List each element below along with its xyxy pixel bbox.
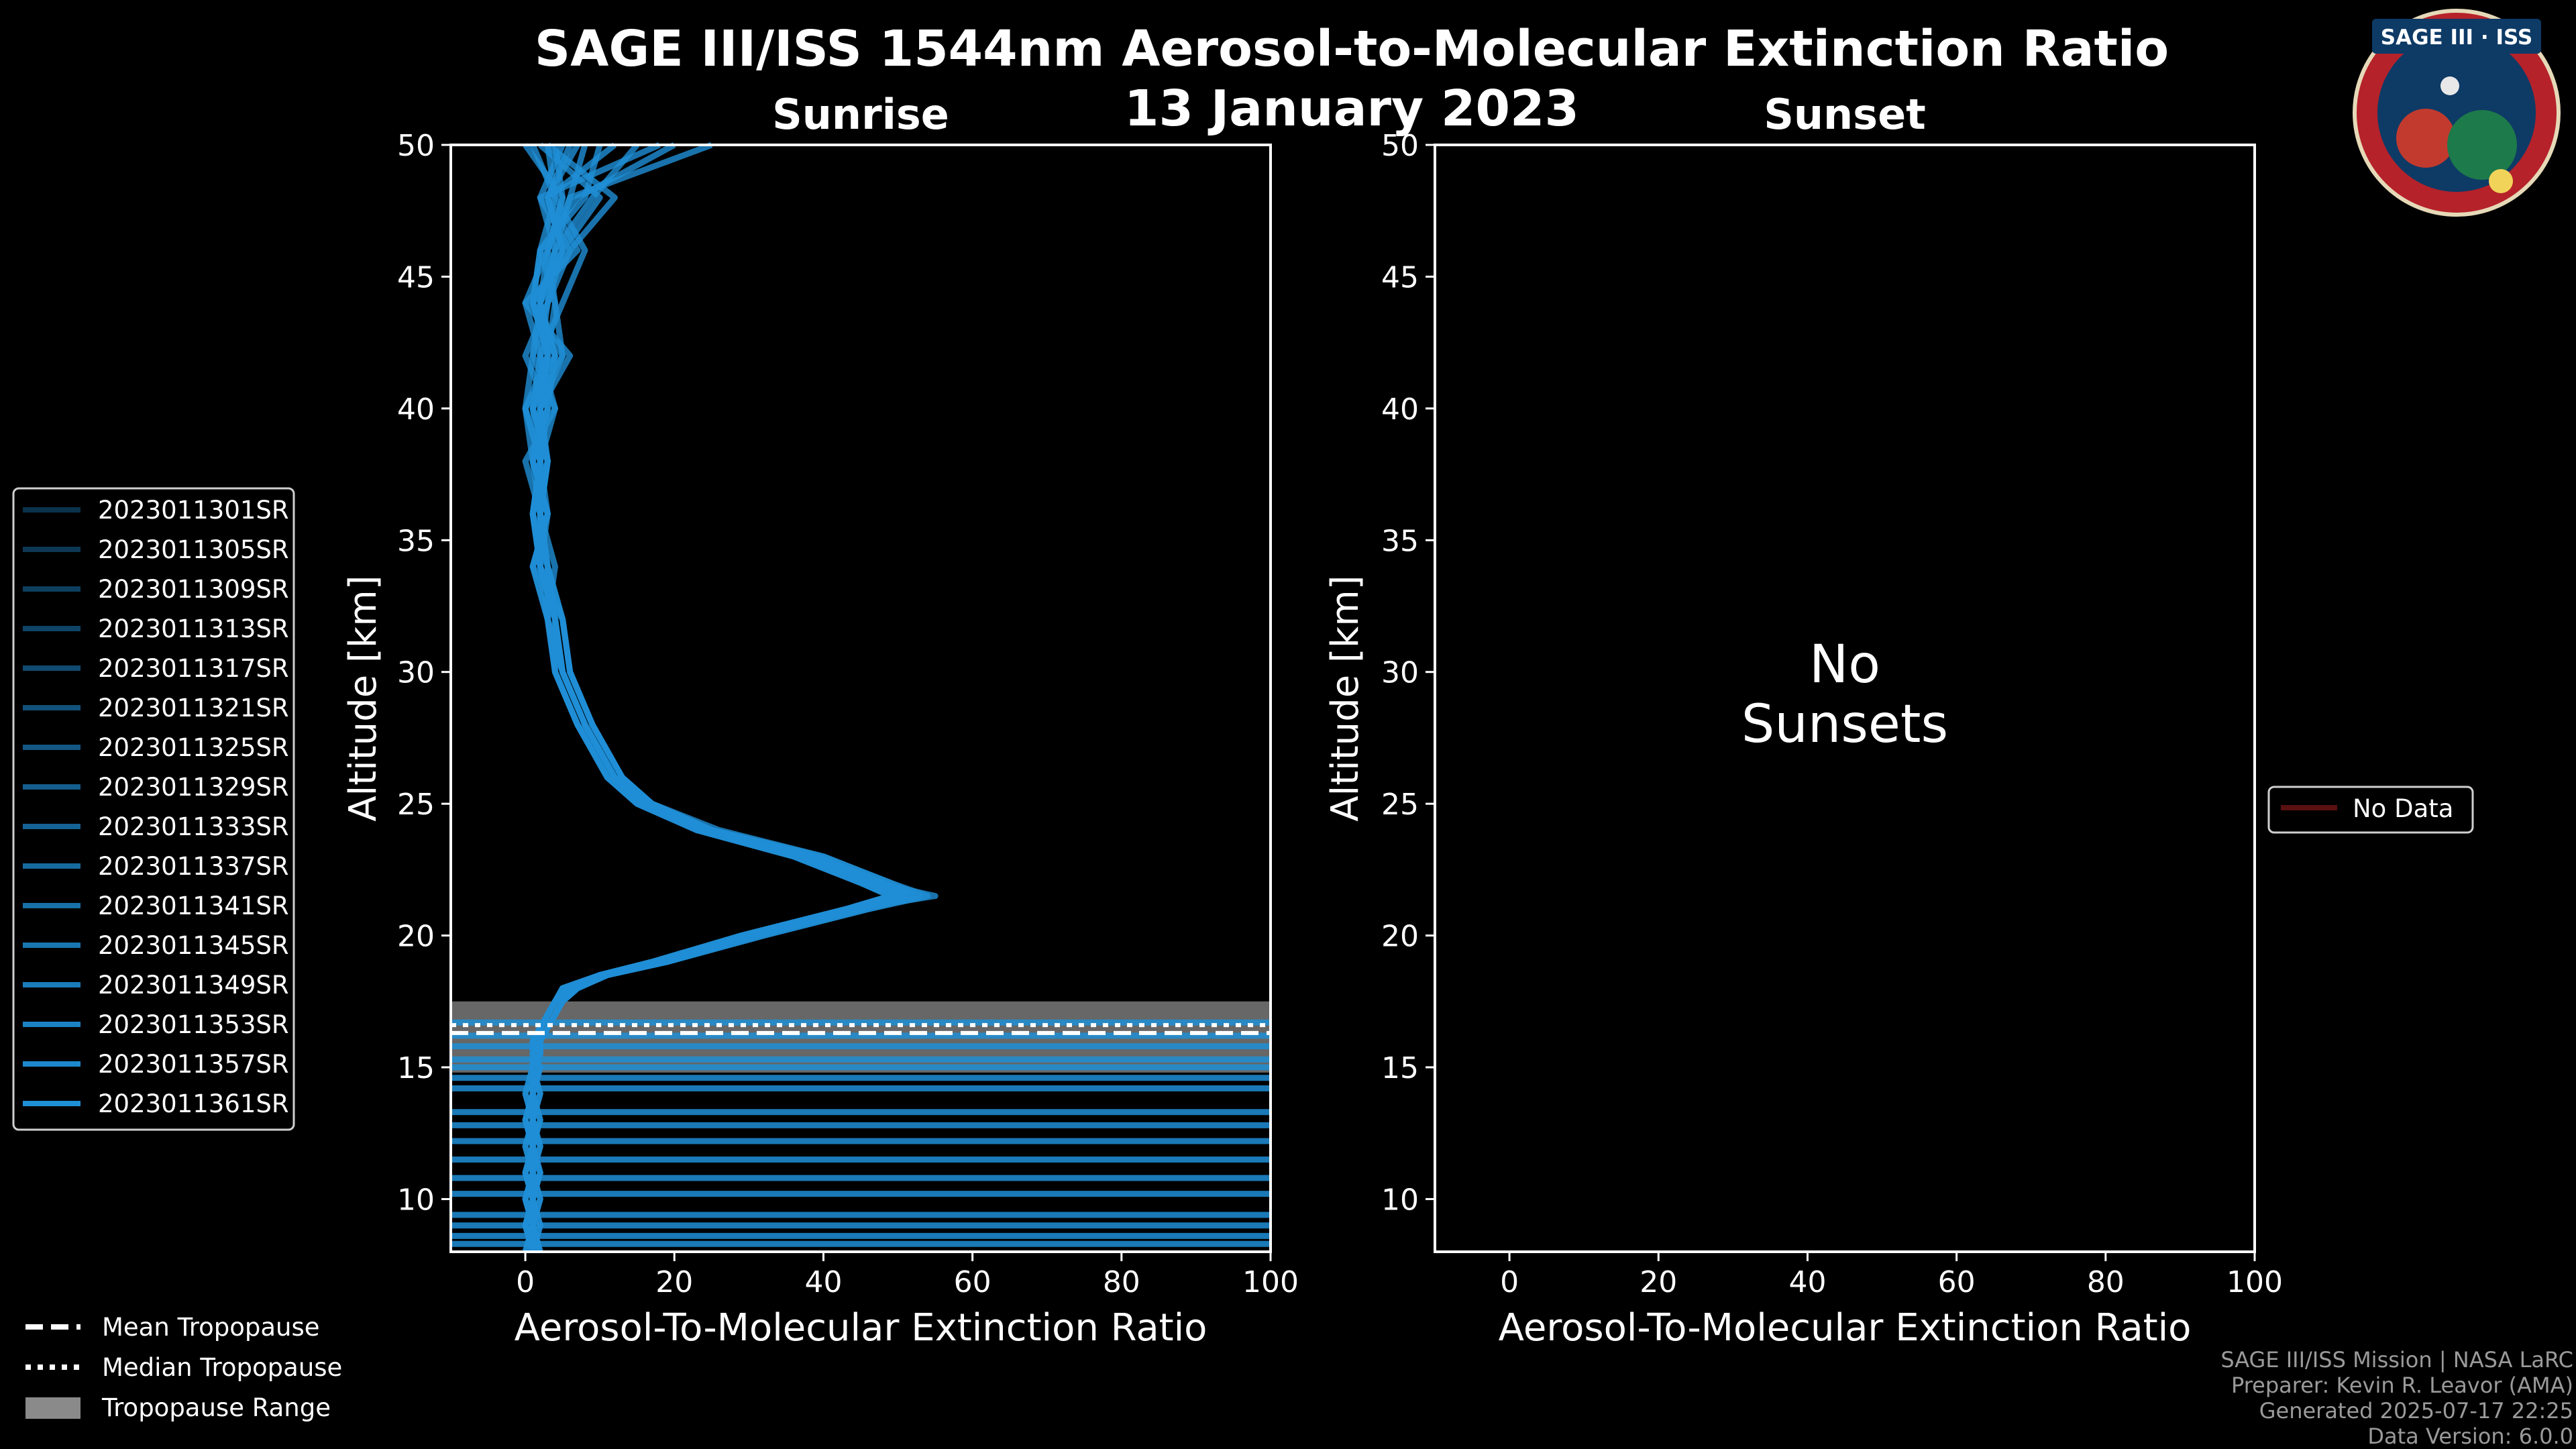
sunrise-legend-label: 2023011341SR [98, 892, 289, 920]
sunset-y-axis-label: Altitude [km] [1324, 575, 1367, 821]
patch-figure-shape [2396, 109, 2455, 168]
figure-date: 13 January 2023 [1124, 80, 1579, 138]
sunrise-y-tick-label: 30 [397, 656, 435, 690]
no-sunsets-annotation-line2: Sunsets [1741, 694, 1948, 755]
sunrise-tropopause-lines [451, 1023, 1271, 1035]
median-tropopause-label: Median Tropopause [102, 1353, 342, 1382]
sunrise-y-tick-label: 40 [397, 392, 435, 427]
figure-title: SAGE III/ISS 1544nm Aerosol-to-Molecular… [535, 20, 2169, 78]
tropopause-legend: Mean Tropopause Median Tropopause Tropop… [25, 1313, 342, 1422]
sunset-y-tick-label: 50 [1381, 129, 1419, 163]
sunset-x-tick-label: 0 [1500, 1265, 1519, 1299]
sunrise-y-tick-label: 20 [397, 920, 435, 954]
sunrise-legend-label: 2023011325SR [98, 733, 289, 762]
sunset-x-ticks: 0 20 40 60 80 100 [1500, 1252, 2283, 1299]
sunrise-x-tick-label: 100 [1242, 1265, 1299, 1299]
sunset-panel: 0 20 40 60 80 100 10 15 20 25 30 35 40 45 50 Aerosol-… [1324, 129, 2283, 1350]
sunrise-legend-label: 2023011301SR [98, 496, 289, 525]
sunrise-x-axis-label: Aerosol-To-Molecular Extinction Ratio [515, 1306, 1208, 1350]
sunrise-x-ticks: 0 20 40 60 80 100 [516, 1252, 1299, 1299]
sunrise-legend-label: 2023011309SR [98, 575, 289, 604]
sunrise-legend-label: 2023011337SR [98, 852, 289, 881]
sunrise-legend-label: 2023011353SR [98, 1010, 289, 1039]
sunset-y-tick-label: 40 [1381, 392, 1419, 427]
sunrise-y-axis-label: Altitude [km] [341, 575, 385, 821]
sunset-legend: No Data [2267, 786, 2474, 834]
sunrise-y-tick-label: 15 [397, 1051, 435, 1085]
sunset-y-tick-label: 20 [1381, 920, 1419, 954]
sage-iii-iss-mission-patch-icon: SAGE III · ISS [2353, 9, 2561, 217]
sunrise-legend-label: 2023011349SR [98, 971, 289, 1000]
sunset-y-tick-label: 35 [1381, 524, 1419, 558]
sunset-y-tick-label: 45 [1381, 260, 1419, 294]
patch-title-text: SAGE III · ISS [2381, 25, 2533, 50]
sunset-legend-frame [2267, 786, 2474, 834]
profile-line-2023011361SR [529, 143, 938, 1253]
sunrise-profile-lines [522, 142, 938, 1254]
patch-earth-shape [2447, 110, 2517, 180]
sunrise-x-tick-label: 20 [655, 1265, 693, 1299]
mean-tropopause-label: Mean Tropopause [102, 1313, 320, 1342]
sunset-y-tick-label: 10 [1381, 1183, 1419, 1217]
sunset-x-axis-label: Aerosol-To-Molecular Extinction Ratio [1499, 1306, 2192, 1350]
sunset-y-ticks: 10 15 20 25 30 35 40 45 50 [1381, 129, 1435, 1217]
footer-mission: SAGE III/ISS Mission | NASA LaRC [2220, 1347, 2573, 1373]
patch-sun-shape [2489, 169, 2513, 193]
tropopause-range-swatch [25, 1397, 80, 1419]
sunset-y-tick-label: 25 [1381, 788, 1419, 822]
sunrise-x-tick-label: 0 [516, 1265, 535, 1299]
sunrise-y-tick-label: 25 [397, 788, 435, 822]
sunrise-y-tick-label: 50 [397, 129, 435, 163]
sunrise-legend-label: 2023011345SR [98, 931, 289, 960]
sunrise-legend-label: 2023011333SR [98, 812, 289, 841]
sunrise-y-ticks: 10 15 20 25 30 35 40 45 50 [397, 129, 451, 1217]
sunset-y-tick-label: 15 [1381, 1051, 1419, 1085]
sunrise-legend-label: 2023011305SR [98, 535, 289, 564]
sunrise-panel: 0 20 40 60 80 100 10 15 20 25 30 35 40 45 50 Aerosol-… [341, 129, 1299, 1350]
no-data-legend-label: No Data [2353, 794, 2453, 823]
sunrise-legend-label: 2023011361SR [98, 1089, 289, 1118]
sunrise-spurious-traces [451, 1019, 1271, 1247]
footer-preparer: Preparer: Kevin R. Leavor (AMA) [2231, 1373, 2573, 1398]
sunrise-x-tick-label: 40 [804, 1265, 842, 1299]
sunrise-panel-title: Sunrise [772, 90, 949, 139]
sunrise-legend: 2023011301SR 2023011305SR 2023011309SR 2023… [12, 487, 295, 1131]
sunset-y-tick-label: 30 [1381, 656, 1419, 690]
sunset-x-tick-label: 40 [1788, 1265, 1826, 1299]
sunset-axes-frame [1434, 144, 2256, 1253]
sunrise-legend-frame [12, 487, 295, 1131]
sunrise-y-tick-label: 45 [397, 260, 435, 294]
sunrise-legend-label: 2023011357SR [98, 1050, 289, 1079]
sunset-plot-area [1435, 145, 2255, 1252]
sunrise-legend-label: 2023011321SR [98, 694, 289, 722]
sunrise-x-tick-label: 60 [954, 1265, 991, 1299]
sunset-x-tick-label: 100 [2226, 1265, 2283, 1299]
no-sunsets-annotation-line1: No [1809, 635, 1880, 695]
sunrise-legend-label: 2023011329SR [98, 773, 289, 802]
sunset-x-tick-label: 20 [1640, 1265, 1677, 1299]
sunset-x-tick-label: 60 [1938, 1265, 1976, 1299]
patch-title-plate [2372, 19, 2541, 54]
tropopause-range-label: Tropopause Range [101, 1393, 331, 1422]
sunrise-axes-frame [449, 144, 1272, 1253]
sunrise-legend-label: 2023011317SR [98, 654, 289, 683]
sunset-x-tick-label: 80 [2087, 1265, 2125, 1299]
sunrise-y-tick-label: 35 [397, 524, 435, 558]
footer-generated: Generated 2025-07-17 22:25 [2259, 1398, 2573, 1424]
patch-moon-shape [2440, 76, 2459, 95]
sunrise-legend-label: 2023011313SR [98, 614, 289, 643]
sunset-panel-title: Sunset [1764, 90, 1926, 139]
sunrise-y-tick-label: 10 [397, 1183, 435, 1217]
footer-data-version: Data Version: 6.0.0 [2367, 1424, 2573, 1449]
footer-credits: SAGE III/ISS Mission | NASA LaRC Prepare… [2220, 1347, 2573, 1449]
sunrise-x-tick-label: 80 [1103, 1265, 1140, 1299]
